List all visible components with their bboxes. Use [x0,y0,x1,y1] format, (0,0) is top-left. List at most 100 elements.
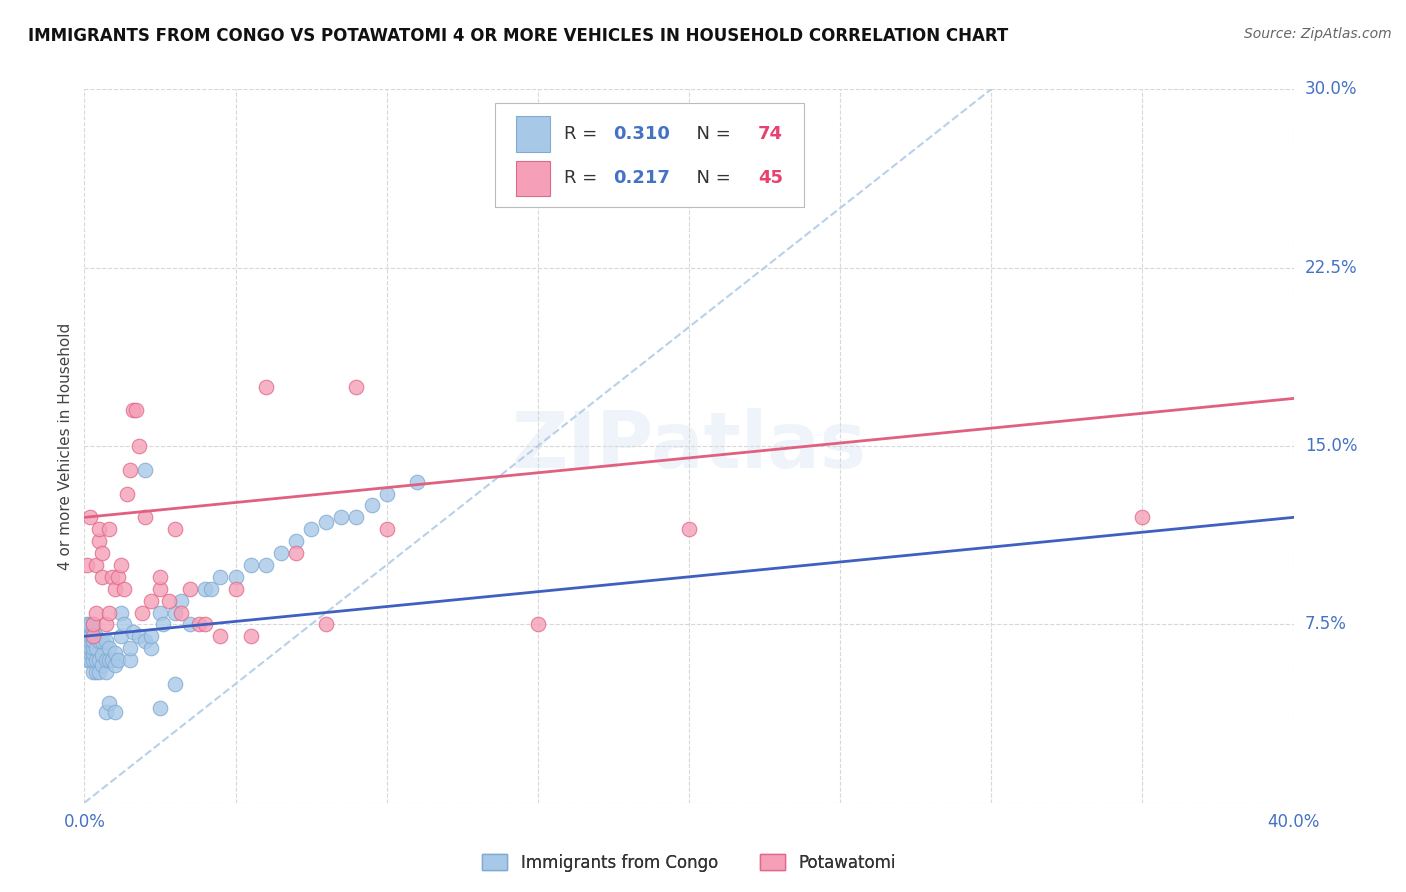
Point [139,629,162,643]
Point [188,617,211,632]
Point [107,570,129,584]
Point [139,641,162,656]
Point [104,646,127,660]
Point [104,582,127,596]
Point [118,463,141,477]
Point [121,624,143,639]
Point [170,593,193,607]
Point [76,629,98,643]
Point [346,510,368,524]
Point [89,634,111,648]
Point [270,546,292,560]
Point [115,486,138,500]
Point [315,617,337,632]
Point [315,515,337,529]
Point [110,606,132,620]
Point [346,379,368,393]
Point [225,570,247,584]
Point [170,606,193,620]
Point [86,641,108,656]
Point [86,665,108,679]
Point [299,522,322,536]
Point [89,665,111,679]
Point [375,486,398,500]
Point [79,510,101,524]
Text: 15.0%: 15.0% [1305,437,1357,455]
Point [97,522,120,536]
Point [179,582,201,596]
Point [82,617,104,632]
Point [82,629,104,643]
Point [163,677,186,691]
Point [128,439,150,453]
Point [104,706,127,720]
Point [91,634,114,648]
Text: N =: N = [685,169,737,187]
Point [82,646,104,660]
Text: 22.5%: 22.5% [1305,259,1357,277]
Point [194,617,217,632]
Point [89,534,111,549]
Point [152,617,174,632]
Point [79,653,101,667]
Point [94,653,117,667]
Text: N =: N = [685,125,737,143]
Text: 30.0%: 30.0% [1305,80,1357,98]
Point [76,624,98,639]
Point [128,629,150,643]
Point [1130,510,1153,524]
Point [91,648,114,663]
Point [94,706,117,720]
Point [91,570,114,584]
FancyBboxPatch shape [495,103,804,207]
Point [104,657,127,672]
Point [94,665,117,679]
Point [134,510,156,524]
Point [112,617,135,632]
Point [375,522,398,536]
Point [79,617,101,632]
Point [200,582,222,596]
Point [94,617,117,632]
Point [97,641,120,656]
Point [89,653,111,667]
Point [179,617,201,632]
Point [149,606,172,620]
Point [79,634,101,648]
Point [330,510,353,524]
Point [526,617,548,632]
Point [82,634,104,648]
Point [100,570,122,584]
Text: R =: R = [564,169,603,187]
Point [107,653,129,667]
Point [82,624,104,639]
Y-axis label: 4 or more Vehicles in Household: 4 or more Vehicles in Household [58,322,73,570]
Text: 0.217: 0.217 [613,169,669,187]
Point [209,629,232,643]
Point [110,629,132,643]
Text: 0.310: 0.310 [613,125,669,143]
Text: 45: 45 [758,169,783,187]
Point [86,653,108,667]
Point [134,634,156,648]
Point [97,653,120,667]
Point [134,463,156,477]
Point [194,582,217,596]
Point [76,653,98,667]
Point [89,522,111,536]
Point [284,546,308,560]
Point [82,653,104,667]
Point [239,629,262,643]
Text: 7.5%: 7.5% [1305,615,1347,633]
Text: ZIPatlas: ZIPatlas [512,408,866,484]
Point [82,617,104,632]
Point [86,629,108,643]
Point [79,641,101,656]
Point [149,570,172,584]
Point [225,582,247,596]
Point [254,558,277,572]
Point [157,593,180,607]
Point [97,696,120,710]
Point [91,657,114,672]
Text: IMMIGRANTS FROM CONGO VS POTAWATOMI 4 OR MORE VEHICLES IN HOUSEHOLD CORRELATION : IMMIGRANTS FROM CONGO VS POTAWATOMI 4 OR… [28,27,1008,45]
